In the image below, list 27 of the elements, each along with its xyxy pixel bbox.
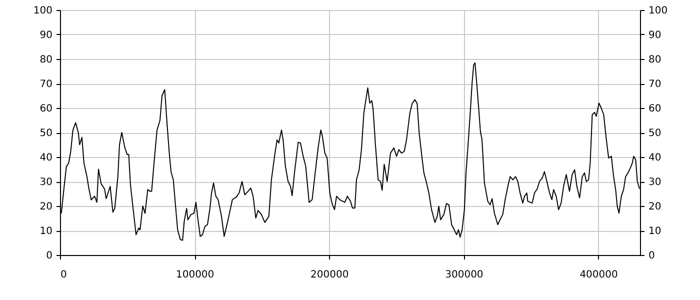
y2-tick-label: 70 — [648, 79, 662, 90]
x-tick-label: 400000 — [580, 270, 618, 280]
y2-tick-label: 10 — [648, 226, 662, 237]
y2-tick-label: 90 — [648, 30, 662, 41]
y2-tick-label: 30 — [648, 177, 662, 188]
y-tick-label: 80 — [40, 54, 52, 66]
y-tick-label: 50 — [40, 128, 52, 139]
y-tick-label: 20 — [40, 202, 52, 212]
y2-tick-label: 0 — [648, 250, 655, 262]
y-tick-label: 30 — [40, 177, 52, 188]
x-tick-label: 200000 — [310, 270, 349, 280]
y-tick-label: 40 — [40, 152, 52, 164]
y2-tick-label: 20 — [648, 202, 662, 212]
y-tick-label: 100 — [33, 6, 52, 16]
x-tick-label: 0 — [60, 270, 67, 280]
y2-tick-label: 40 — [648, 152, 662, 164]
y-tick-label: 0 — [46, 250, 52, 262]
x-tick-label: 300000 — [445, 270, 484, 280]
y2-tick-label: 100 — [648, 6, 668, 16]
y-tick-label: 60 — [40, 104, 52, 114]
y-tick-label: 70 — [40, 79, 52, 90]
y2-tick-label: 80 — [648, 54, 662, 66]
x-tick-label: 100000 — [176, 270, 214, 280]
y-tick-label: 10 — [40, 226, 52, 237]
y-tick-label: 90 — [40, 30, 52, 41]
y2-tick-label: 50 — [648, 128, 662, 139]
y2-tick-label: 60 — [648, 104, 662, 114]
